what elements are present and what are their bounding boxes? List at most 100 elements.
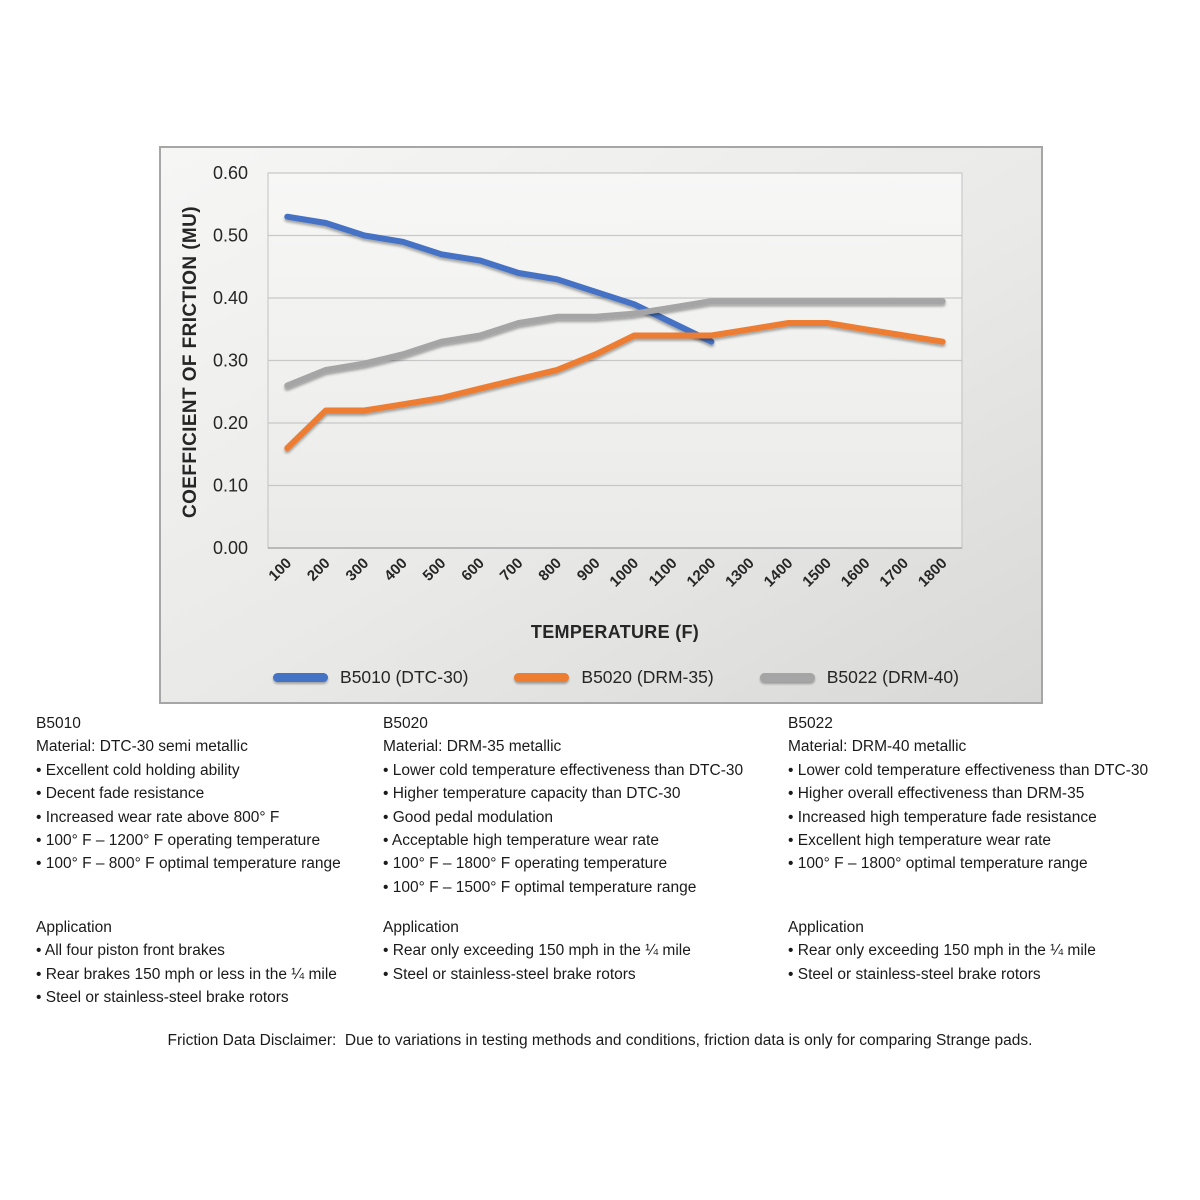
product-material: Material: DRM-40 metallic [788,738,967,756]
bullet-item: • Decent fade resistance [36,785,205,803]
application-list: • Rear only exceeding 150 mph in the ¼ m… [383,939,781,986]
x-tick: 1600 [838,555,874,591]
application-list: • Rear only exceeding 150 mph in the ¼ m… [788,939,1192,986]
x-tick-label: 800 [535,555,565,585]
x-tick-label: 1700 [876,555,912,591]
feature-list: • Lower cold temperature effectiveness t… [788,759,1192,876]
x-tick-label: 1300 [722,555,758,591]
application-list: • All four piston front brakes • Rear bra… [36,939,371,1009]
x-tick-label: 1500 [799,555,835,591]
bullet-item: • Lower cold temperature effectiveness t… [788,761,1149,779]
series-line-0 [284,213,715,345]
chart-legend: B5010 (DTC-30) B5020 (DRM-35) B5022 (DRM… [221,662,1011,692]
legend-item-b5010: B5010 (DTC-30) [273,667,468,688]
y-tick-label: 0.30 [213,351,248,371]
y-tick-label: 0.10 [213,476,248,496]
x-tick-label: 1600 [838,555,874,591]
x-tick: 600 [458,555,488,585]
x-tick: 700 [497,555,527,585]
application-column-b5020: Application • Rear only exceeding 150 mp… [383,916,781,986]
bullet-item: • Lower cold temperature effectiveness t… [383,761,744,779]
application-column-b5010: Application • All four piston front brak… [36,916,371,1010]
series-line-2 [284,298,946,389]
friction-chart-panel: 0.60 0.50 0.40 0.30 0.20 0.10 0.00 100 200 300 400… [159,146,1043,704]
legend-item-b5020: B5020 (DRM-35) [514,666,714,688]
legend-label: B5022 (DRM-40) [826,666,959,687]
bullet-item: • Increased wear rate above 800° F [36,808,280,826]
product-name: B5010 [36,715,81,732]
legend-label: B5020 (DRM-35) [581,666,714,687]
feature-list: • Excellent cold holding ability • Decent… [36,759,371,876]
friction-data-disclaimer: Friction Data Disclaimer: Due to variati… [167,1032,1033,1049]
bullet-item: • Steel or stainless-steel brake rotors [36,989,289,1007]
product-column-b5020: B5020 Material: DRM-35 metallic • Lower … [383,712,781,899]
bullet-item: • 100° F – 1200° F operating temperature [36,832,321,850]
product-material: Material: DRM-35 metallic [383,738,562,756]
bullet-item: • Excellent high temperature wear rate [788,832,1052,850]
y-axis-title: COEFFICIENT OF FRICTION (MU) [180,206,201,518]
bullet-item: • 100° F – 1800° optimal temperature ran… [788,855,1088,873]
legend-swatch-blue [273,672,329,682]
x-tick-label: 300 [342,555,372,585]
feature-list: • Lower cold temperature effectiveness t… [383,759,781,899]
x-tick-label: 600 [458,555,488,585]
x-tick: 1200 [684,555,720,591]
x-tick: 1400 [761,555,797,591]
x-tick: 100 [265,555,295,585]
x-axis-title: TEMPERATURE (F) [530,622,700,642]
bullet-item: • Higher overall effectiveness than DRM-… [788,785,1085,803]
legend-item-b5022: B5022 (DRM-40) [759,666,959,688]
application-heading: Application [383,919,459,936]
x-tick-label: 1400 [761,555,797,591]
bullet-item: • Rear only exceeding 150 mph in the ¼ m… [788,942,1096,960]
legend-label: B5010 (DTC-30) [340,666,469,687]
application-column-b5022: Application • Rear only exceeding 150 mp… [788,916,1192,986]
product-name: B5022 [788,715,833,732]
x-tick-label: 1000 [606,555,642,591]
y-tick-label: 0.40 [213,288,248,308]
bullet-item: • Good pedal modulation [383,808,554,826]
bullet-item: • All four piston front brakes [36,942,225,960]
y-tick-label: 0.50 [213,226,248,246]
legend-swatch-orange [514,672,570,682]
x-tick: 1700 [876,555,912,591]
product-name: B5020 [383,715,428,732]
y-tick-label: 0.00 [213,538,248,558]
line-chart: 0.60 0.50 0.40 0.30 0.20 0.10 0.00 100 200 300 400… [213,163,963,591]
x-tick-label: 200 [304,555,334,585]
x-tick-label: 1100 [646,555,681,590]
x-tick: 300 [342,555,372,585]
x-tick: 1100 [646,555,681,590]
bullet-item: • Steel or stainless-steel brake rotors [383,965,636,983]
x-tick: 400 [381,555,411,585]
application-heading: Application [36,919,112,936]
bullet-item: • Rear only exceeding 150 mph in the ¼ m… [383,942,691,960]
bullet-item: • Rear brakes 150 mph or less in the ¼ m… [36,965,337,983]
product-column-b5022: B5022 Material: DRM-40 metallic • Lower … [788,712,1192,876]
x-tick: 1000 [606,555,642,591]
x-tick-label: 500 [420,555,450,585]
bullet-item: • Excellent cold holding ability [36,761,240,779]
x-tick-label: 1800 [915,555,951,591]
x-tick-label: 1200 [684,555,720,591]
x-tick-label: 900 [574,555,604,585]
product-material: Material: DTC-30 semi metallic [36,738,248,756]
application-heading: Application [788,919,864,936]
bullet-item: • Steel or stainless-steel brake rotors [788,965,1041,983]
bullet-item: • 100° F – 1500° F optimal temperature r… [383,878,697,896]
x-tick-label: 700 [497,555,527,585]
x-tick: 1300 [722,555,758,591]
product-column-b5010: B5010 Material: DTC-30 semi metallic • E… [36,712,371,876]
x-tick: 200 [304,555,334,585]
bullet-item: • 100° F – 800° F optimal temperature ra… [36,855,341,873]
x-tick: 500 [420,555,450,585]
x-tick-label: 100 [265,555,295,585]
bullet-item: • Acceptable high temperature wear rate [383,832,659,850]
bullet-item: • 100° F – 1800° F operating temperature [383,855,668,873]
x-tick: 1800 [915,555,951,591]
y-tick-label: 0.60 [213,163,248,183]
x-tick: 800 [535,555,565,585]
series-line-1 [284,320,946,451]
bullet-item: • Higher temperature capacity than DTC-3… [383,785,681,803]
